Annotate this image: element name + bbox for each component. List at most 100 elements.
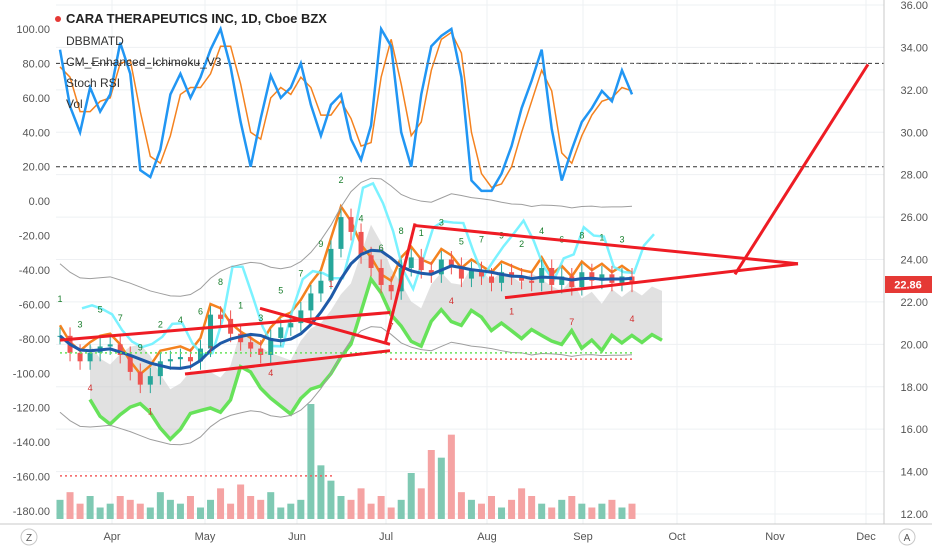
td-buy-count-label: 5 <box>278 285 283 295</box>
indicator-label-dbbmatd[interactable]: DBBMATD <box>66 34 124 48</box>
volume-bar <box>568 496 576 519</box>
time-axis-tick-label: Oct <box>668 531 685 543</box>
candle-body <box>448 259 454 266</box>
volume-bar <box>86 496 94 519</box>
td-buy-count-label: 6 <box>379 243 384 253</box>
candle-body <box>378 267 384 285</box>
td-buy-count-label: 6 <box>198 307 203 317</box>
candle-body <box>157 361 163 377</box>
right-axis-tick-label: 22.00 <box>900 297 928 309</box>
volume-bar <box>498 507 506 519</box>
volume-bar <box>126 499 134 519</box>
candle-body <box>298 310 304 324</box>
candle-body <box>589 272 595 281</box>
td-buy-count-label: 2 <box>158 319 163 329</box>
candle-body <box>248 342 254 349</box>
td-sell-count-label: 4 <box>88 383 93 393</box>
candle-body <box>509 272 515 277</box>
candle-body <box>218 314 224 319</box>
td-buy-count-label: 1 <box>419 228 424 238</box>
volume-bar <box>417 488 425 519</box>
candle-body <box>438 259 444 275</box>
right-axis-tick-label: 20.00 <box>900 339 928 351</box>
time-axis-panel <box>0 524 932 550</box>
left-axis-tick-label: 80.00 <box>22 58 50 70</box>
left-axis-tick-label: -100.00 <box>13 368 50 380</box>
volume-bar <box>578 503 586 519</box>
indicator-label-ichimoku[interactable]: CM_Enhanced_Ichimoku_V3 <box>66 55 222 69</box>
time-axis-tick-label: Jun <box>288 531 306 543</box>
left-axis-ticks: 100.00 80.00 60.00 40.00 20.00 0.00 -20.00 -40.… <box>13 24 50 518</box>
volume-bar <box>628 503 636 519</box>
indicator-label-stoch-rsi[interactable]: Stoch RSI <box>66 76 120 90</box>
ichimoku-cloud <box>58 181 663 442</box>
td-buy-count-label: 1 <box>57 294 62 304</box>
candle-body <box>77 352 83 362</box>
left-axis-tick-label: -140.00 <box>13 437 50 449</box>
volume-bar <box>347 499 355 519</box>
auto-scale-button[interactable]: A <box>898 528 916 546</box>
td-buy-count-label: 3 <box>439 218 444 228</box>
candle-body <box>258 348 264 355</box>
candle-body <box>519 276 525 281</box>
volume-bar <box>277 507 285 519</box>
time-axis-tick-label: Sep <box>573 531 593 543</box>
volume-bar <box>176 503 184 519</box>
td-buy-count-label: 9 <box>138 343 143 353</box>
right-axis-tick-label: 24.00 <box>900 255 928 267</box>
td-buy-count-label: 5 <box>459 237 464 247</box>
volume-bar <box>76 503 84 519</box>
volume-bar <box>116 496 124 519</box>
series-color-dot <box>55 16 61 22</box>
volume-bars <box>56 404 636 519</box>
candle-body <box>478 270 484 277</box>
time-axis-tick-label: May <box>195 531 216 543</box>
candle-body <box>559 276 565 285</box>
candle-body <box>87 352 93 362</box>
trend-line-breakout <box>383 223 417 345</box>
zoom-reset-button[interactable]: Z <box>20 528 38 546</box>
volume-bar <box>538 503 546 519</box>
td-sell-count-label: 7 <box>569 317 574 327</box>
volume-bar <box>367 503 375 519</box>
volume-bar <box>307 404 315 519</box>
candle-body <box>599 274 605 281</box>
trend-line-upper-left <box>59 311 391 342</box>
volume-bar <box>287 503 295 519</box>
candle-body <box>358 231 364 256</box>
volume-bar <box>488 496 496 519</box>
volume-bar <box>447 434 455 519</box>
left-axis-tick-label: -160.00 <box>13 472 50 484</box>
candle-body <box>569 276 575 288</box>
trend-line-lower-left <box>184 349 391 376</box>
right-axis-tick-label: 34.00 <box>900 42 928 54</box>
volume-bar <box>377 496 385 519</box>
td-buy-count-label: 4 <box>178 315 183 325</box>
volume-bar <box>467 499 475 519</box>
candle-body <box>137 371 143 385</box>
volume-bar <box>608 499 616 519</box>
time-axis-tick-label: Nov <box>765 531 785 543</box>
td-buy-count-label: 1 <box>599 232 604 242</box>
candle-body <box>539 267 545 283</box>
left-axis-tick-label: -40.00 <box>19 265 50 277</box>
volume-bar <box>207 499 215 519</box>
candle-body <box>368 255 374 268</box>
volume-bar <box>337 496 345 519</box>
volume-bar <box>237 484 245 519</box>
stoch-k-line <box>58 25 634 193</box>
volume-bar <box>297 499 305 519</box>
right-axis-tick-label: 36.00 <box>900 0 928 12</box>
right-axis-ticks: 36.00 34.00 32.00 30.00 28.00 26.00 24.00 22.00… <box>900 0 928 521</box>
time-axis-tick-label: Aug <box>477 531 497 543</box>
candle-body <box>468 270 474 279</box>
candle-body <box>529 280 535 283</box>
indicator-label-volume[interactable]: Vol <box>66 97 83 111</box>
right-axis-tick-label: 14.00 <box>900 467 928 479</box>
left-axis-tick-label: 60.00 <box>22 93 50 105</box>
volume-bar <box>66 492 74 519</box>
volume-bar <box>407 473 415 519</box>
candle-body <box>197 348 203 362</box>
candle-body <box>318 280 324 294</box>
lagging-span-line <box>81 181 655 356</box>
